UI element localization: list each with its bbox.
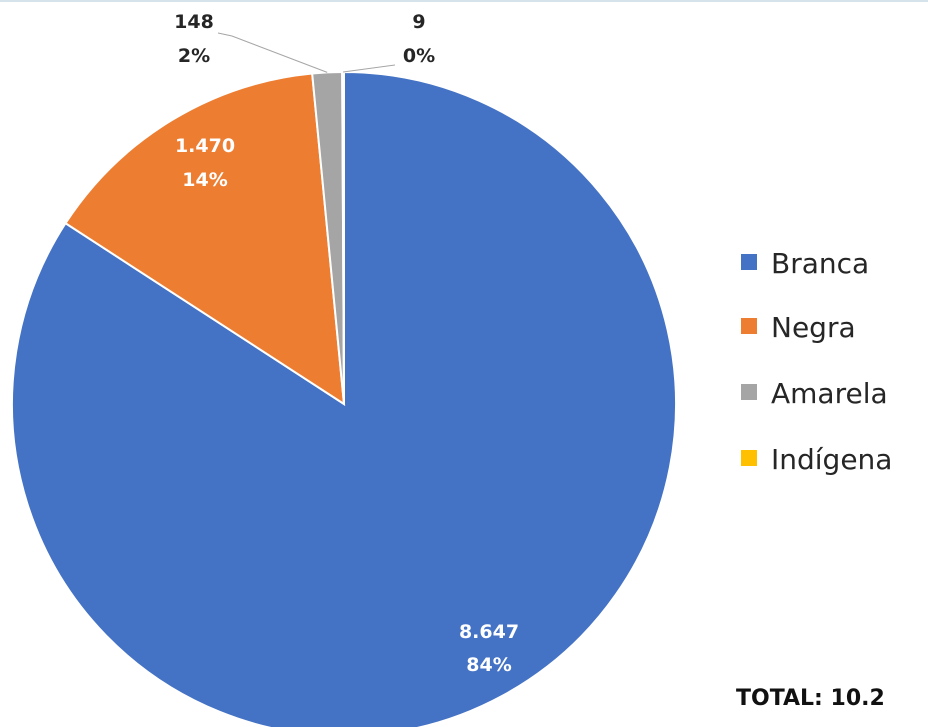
legend-swatch-amarela <box>741 384 757 400</box>
label-percent-branca: 84% <box>466 654 511 676</box>
label-percent-amarela: 2% <box>178 45 210 67</box>
legend-swatch-negra <box>741 318 757 334</box>
label-value-amarela: 148 <box>174 11 214 33</box>
total-annotation: TOTAL: 10.2 <box>736 686 885 711</box>
legend-swatch-indigena <box>741 450 757 466</box>
legend-label-branca: Branca <box>771 247 869 280</box>
leader-lines <box>217 32 396 73</box>
legend: Branca Negra Amarela Indígena <box>741 247 892 476</box>
leader-line-indigena <box>343 64 396 73</box>
pie-slice-negra <box>64 72 346 406</box>
leader-line-amarela <box>217 32 328 73</box>
label-value-negra: 1.470 <box>175 135 235 157</box>
label-percent-indigena: 0% <box>403 45 435 67</box>
label-value-indigena: 9 <box>412 11 425 33</box>
legend-label-amarela: Amarela <box>771 377 888 410</box>
legend-swatch-branca <box>741 254 757 270</box>
top-border <box>0 0 928 2</box>
legend-label-indigena: Indígena <box>771 443 892 476</box>
label-percent-negra: 14% <box>182 169 227 191</box>
pie-slices <box>11 70 677 727</box>
legend-label-negra: Negra <box>771 311 856 344</box>
label-value-branca: 8.647 <box>459 621 519 643</box>
pie-slice-branca <box>11 70 677 727</box>
